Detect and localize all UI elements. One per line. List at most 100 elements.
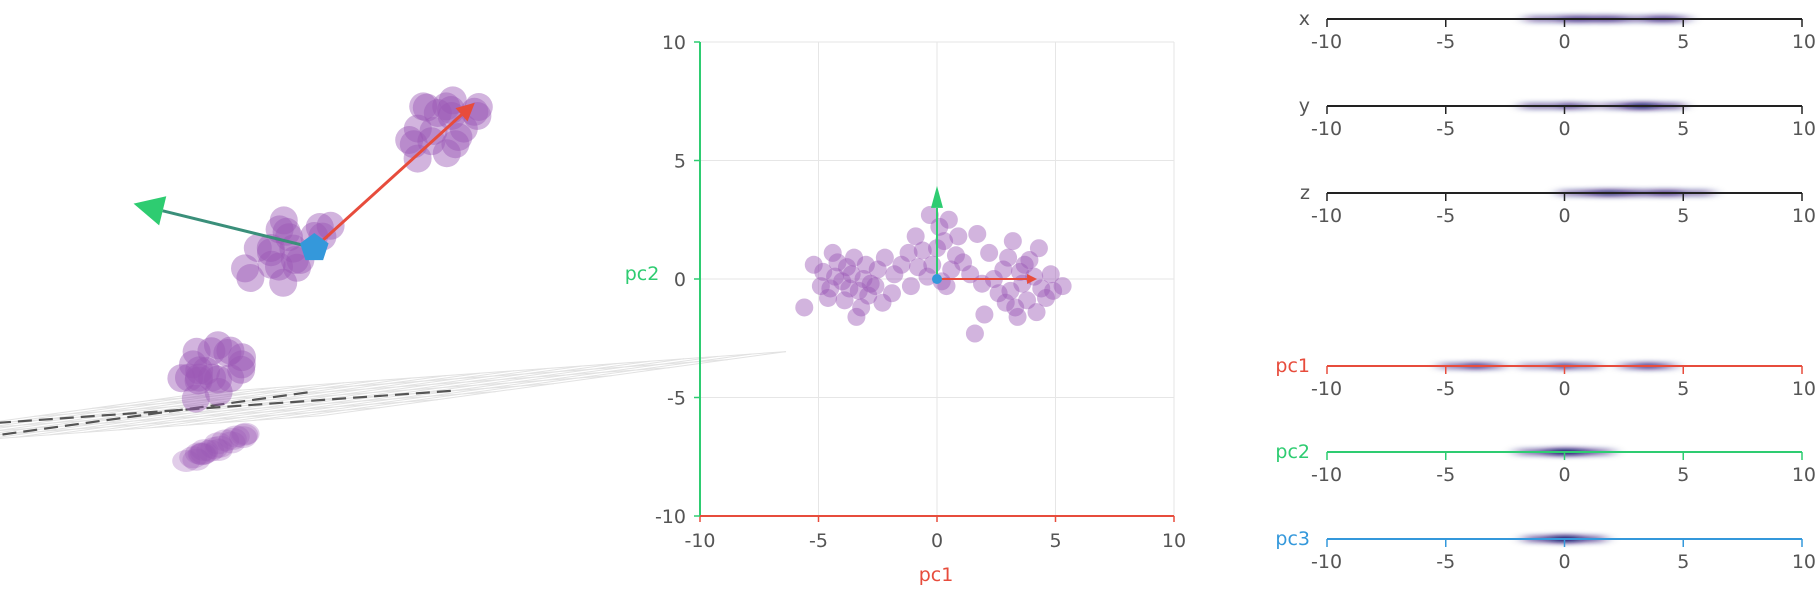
point-shadow [218,427,247,450]
scatter-3d-point [256,234,285,262]
floor-grid-line [219,358,685,424]
floor-grid-line [287,353,753,419]
strip-pc2: -10 -5 0 5 10 pc2 [1275,441,1816,486]
projection-point [1044,281,1063,300]
scatter-3d-point [216,364,245,393]
strip-name-label: x [1299,8,1310,30]
projection-point [901,277,920,296]
projection-point [873,293,892,312]
scatter-3d-point [228,343,256,372]
projection-point [937,277,956,296]
strip-tick-label: 10 [1792,118,1816,140]
y-tick-label: 0 [674,269,686,291]
projection-point [885,265,904,284]
strip-tick-label: -5 [1436,31,1455,53]
scatter-3d-point [280,246,309,274]
projection-point [899,243,918,262]
projection-point [918,267,937,286]
strip-tick-label: 0 [1558,551,1570,573]
strip-tick-label: -5 [1436,205,1455,227]
projection-vectors [931,185,1038,284]
scatter-3d-point [441,130,470,159]
strip-tick-label: 5 [1677,378,1689,400]
strip-tick-label: 0 [1558,205,1570,227]
strip-tick-label: 5 [1677,551,1689,573]
projection-point [909,258,928,277]
projection-point [828,253,847,272]
projection-point [892,255,911,274]
floor-axis-line [0,389,453,424]
point-shadow [190,442,218,465]
y-tick-label: 5 [674,151,686,173]
strip-tick-label: 10 [1792,551,1816,573]
strip-z: -10 -5 0 5 10 z [1300,182,1816,227]
projection-point [842,265,861,284]
projection-point [845,248,864,267]
strip-tick-label: 10 [1792,378,1816,400]
projection-point [814,262,833,281]
point-shadows [172,422,260,472]
strip-tick-label: -10 [1311,464,1342,486]
scatter-3d-panel[interactable] [0,86,787,472]
scatter-3d-point [449,114,478,143]
strip-name-label: pc2 [1275,441,1310,463]
point-shadow [172,450,201,472]
projection-point [1003,232,1022,251]
projection-point [859,286,878,305]
distribution-strips-panel: -10 -5 0 5 10x-10 -5 0 5 10y-10 -5 0 5 10z-10 -5 0 5 10p… [1275,8,1816,573]
projection-point [920,206,939,225]
projection-2d-panel[interactable]: -10 -5 0 5 10 10 5 0 -5 -10 pc1 pc2 [625,32,1186,586]
projection-point [811,277,830,296]
scatter-3d-point [182,337,211,366]
projection-axes [694,41,1175,522]
scatter-3d-point [265,252,293,281]
scatter-3d-point [231,254,259,283]
strip-tick-label: -5 [1436,378,1455,400]
point-shadow [185,442,213,465]
projection-point [1020,251,1039,270]
principal-vectors-3d [133,102,475,261]
pc2-arrowhead [133,196,167,226]
scatter-3d-point [243,234,272,262]
pc1-vector [313,113,463,250]
projection-point [826,267,845,286]
projection-x-axis-label: pc1 [919,564,954,586]
scatter-3d-point [185,363,213,392]
strip-x: -10 -5 0 5 10 x [1299,8,1816,53]
scatter-3d-point [204,331,232,360]
y-tick-label: -10 [655,506,686,528]
point-shadow [230,423,259,446]
projection-point [942,260,961,279]
floor-grid-line [253,355,719,421]
projection-point [847,307,866,326]
projection-point [989,284,1008,303]
projection-point [949,227,968,246]
strip-tick-label: -10 [1311,118,1342,140]
scatter-3d-point [399,130,428,159]
point-shadow [204,439,233,461]
scatter-3d-point [423,99,452,127]
scatter-3d-point [409,92,438,121]
point-shadow [217,431,246,454]
scatter-3d-point [184,366,213,395]
floor-axes [0,389,453,436]
point-shadow [231,422,260,445]
scatter-3d-point [412,93,441,122]
strip-name-label: pc3 [1275,528,1310,550]
strip-tick-label: 0 [1558,378,1570,400]
projection-point [1029,239,1048,258]
projection-point [875,248,894,267]
scatter-3d-point [432,139,461,168]
floor-grid-line [33,375,613,417]
point-shadow [205,435,234,458]
projection-point [1006,298,1025,317]
x-tick-label: -10 [684,530,715,552]
strip-tick-label: -5 [1436,118,1455,140]
projection-point [849,281,868,300]
floor-grid-line [15,372,481,438]
projection-point [866,277,885,296]
strip-tick-label: 5 [1677,118,1689,140]
strip-tick-label: 5 [1677,464,1689,486]
point-shadow [188,443,217,466]
strip-y: -10 -5 0 5 10 y [1299,95,1816,140]
